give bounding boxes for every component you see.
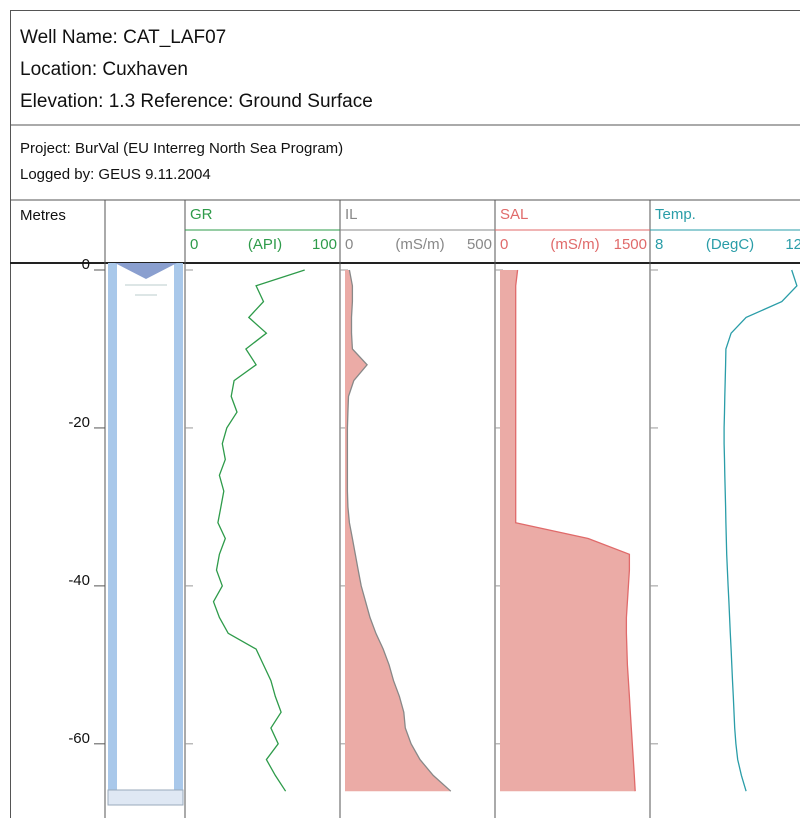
unit-label: (DegC) <box>706 236 754 253</box>
x-tick-label: 100 <box>312 236 337 253</box>
x-tick-label: 0 <box>190 236 198 253</box>
y-tick-label: -60 <box>68 730 90 747</box>
casing-wall <box>108 263 117 793</box>
y-tick-label: -20 <box>68 414 90 431</box>
water-level <box>115 263 177 279</box>
y-tick-label: -40 <box>68 572 90 589</box>
project: Project: BurVal (EU Interreg North Sea P… <box>20 140 343 157</box>
track-name: Temp. <box>655 206 696 223</box>
x-tick-label: 1500 <box>614 236 647 253</box>
x-tick-label: 12 <box>785 236 800 253</box>
log-area <box>500 270 635 791</box>
log-curve <box>214 270 305 791</box>
unit-label: (mS/m) <box>550 236 599 253</box>
log-curve <box>724 270 797 791</box>
x-tick-label: 500 <box>467 236 492 253</box>
track-name: GR <box>190 206 213 223</box>
casing-wall <box>174 263 183 793</box>
unit-label: (mS/m) <box>395 236 444 253</box>
log-area <box>345 270 451 791</box>
casing <box>108 263 183 805</box>
casing-foot <box>108 790 183 805</box>
elevation: Elevation: 1.3 Reference: Ground Surface <box>20 91 373 112</box>
y-tick-label: 0 <box>82 256 90 273</box>
x-tick-label: 0 <box>345 236 353 253</box>
x-tick-label: 8 <box>655 236 663 253</box>
depth-label: Metres <box>20 207 66 224</box>
frame <box>11 11 800 819</box>
x-tick-label: 0 <box>500 236 508 253</box>
location: Location: Cuxhaven <box>20 59 188 80</box>
logged-by: Logged by: GEUS 9.11.2004 <box>20 166 211 183</box>
track-name: IL <box>345 206 358 223</box>
unit-label: (API) <box>248 236 282 253</box>
track-name: SAL <box>500 206 528 223</box>
well-name: Well Name: CAT_LAF07 <box>20 27 226 48</box>
